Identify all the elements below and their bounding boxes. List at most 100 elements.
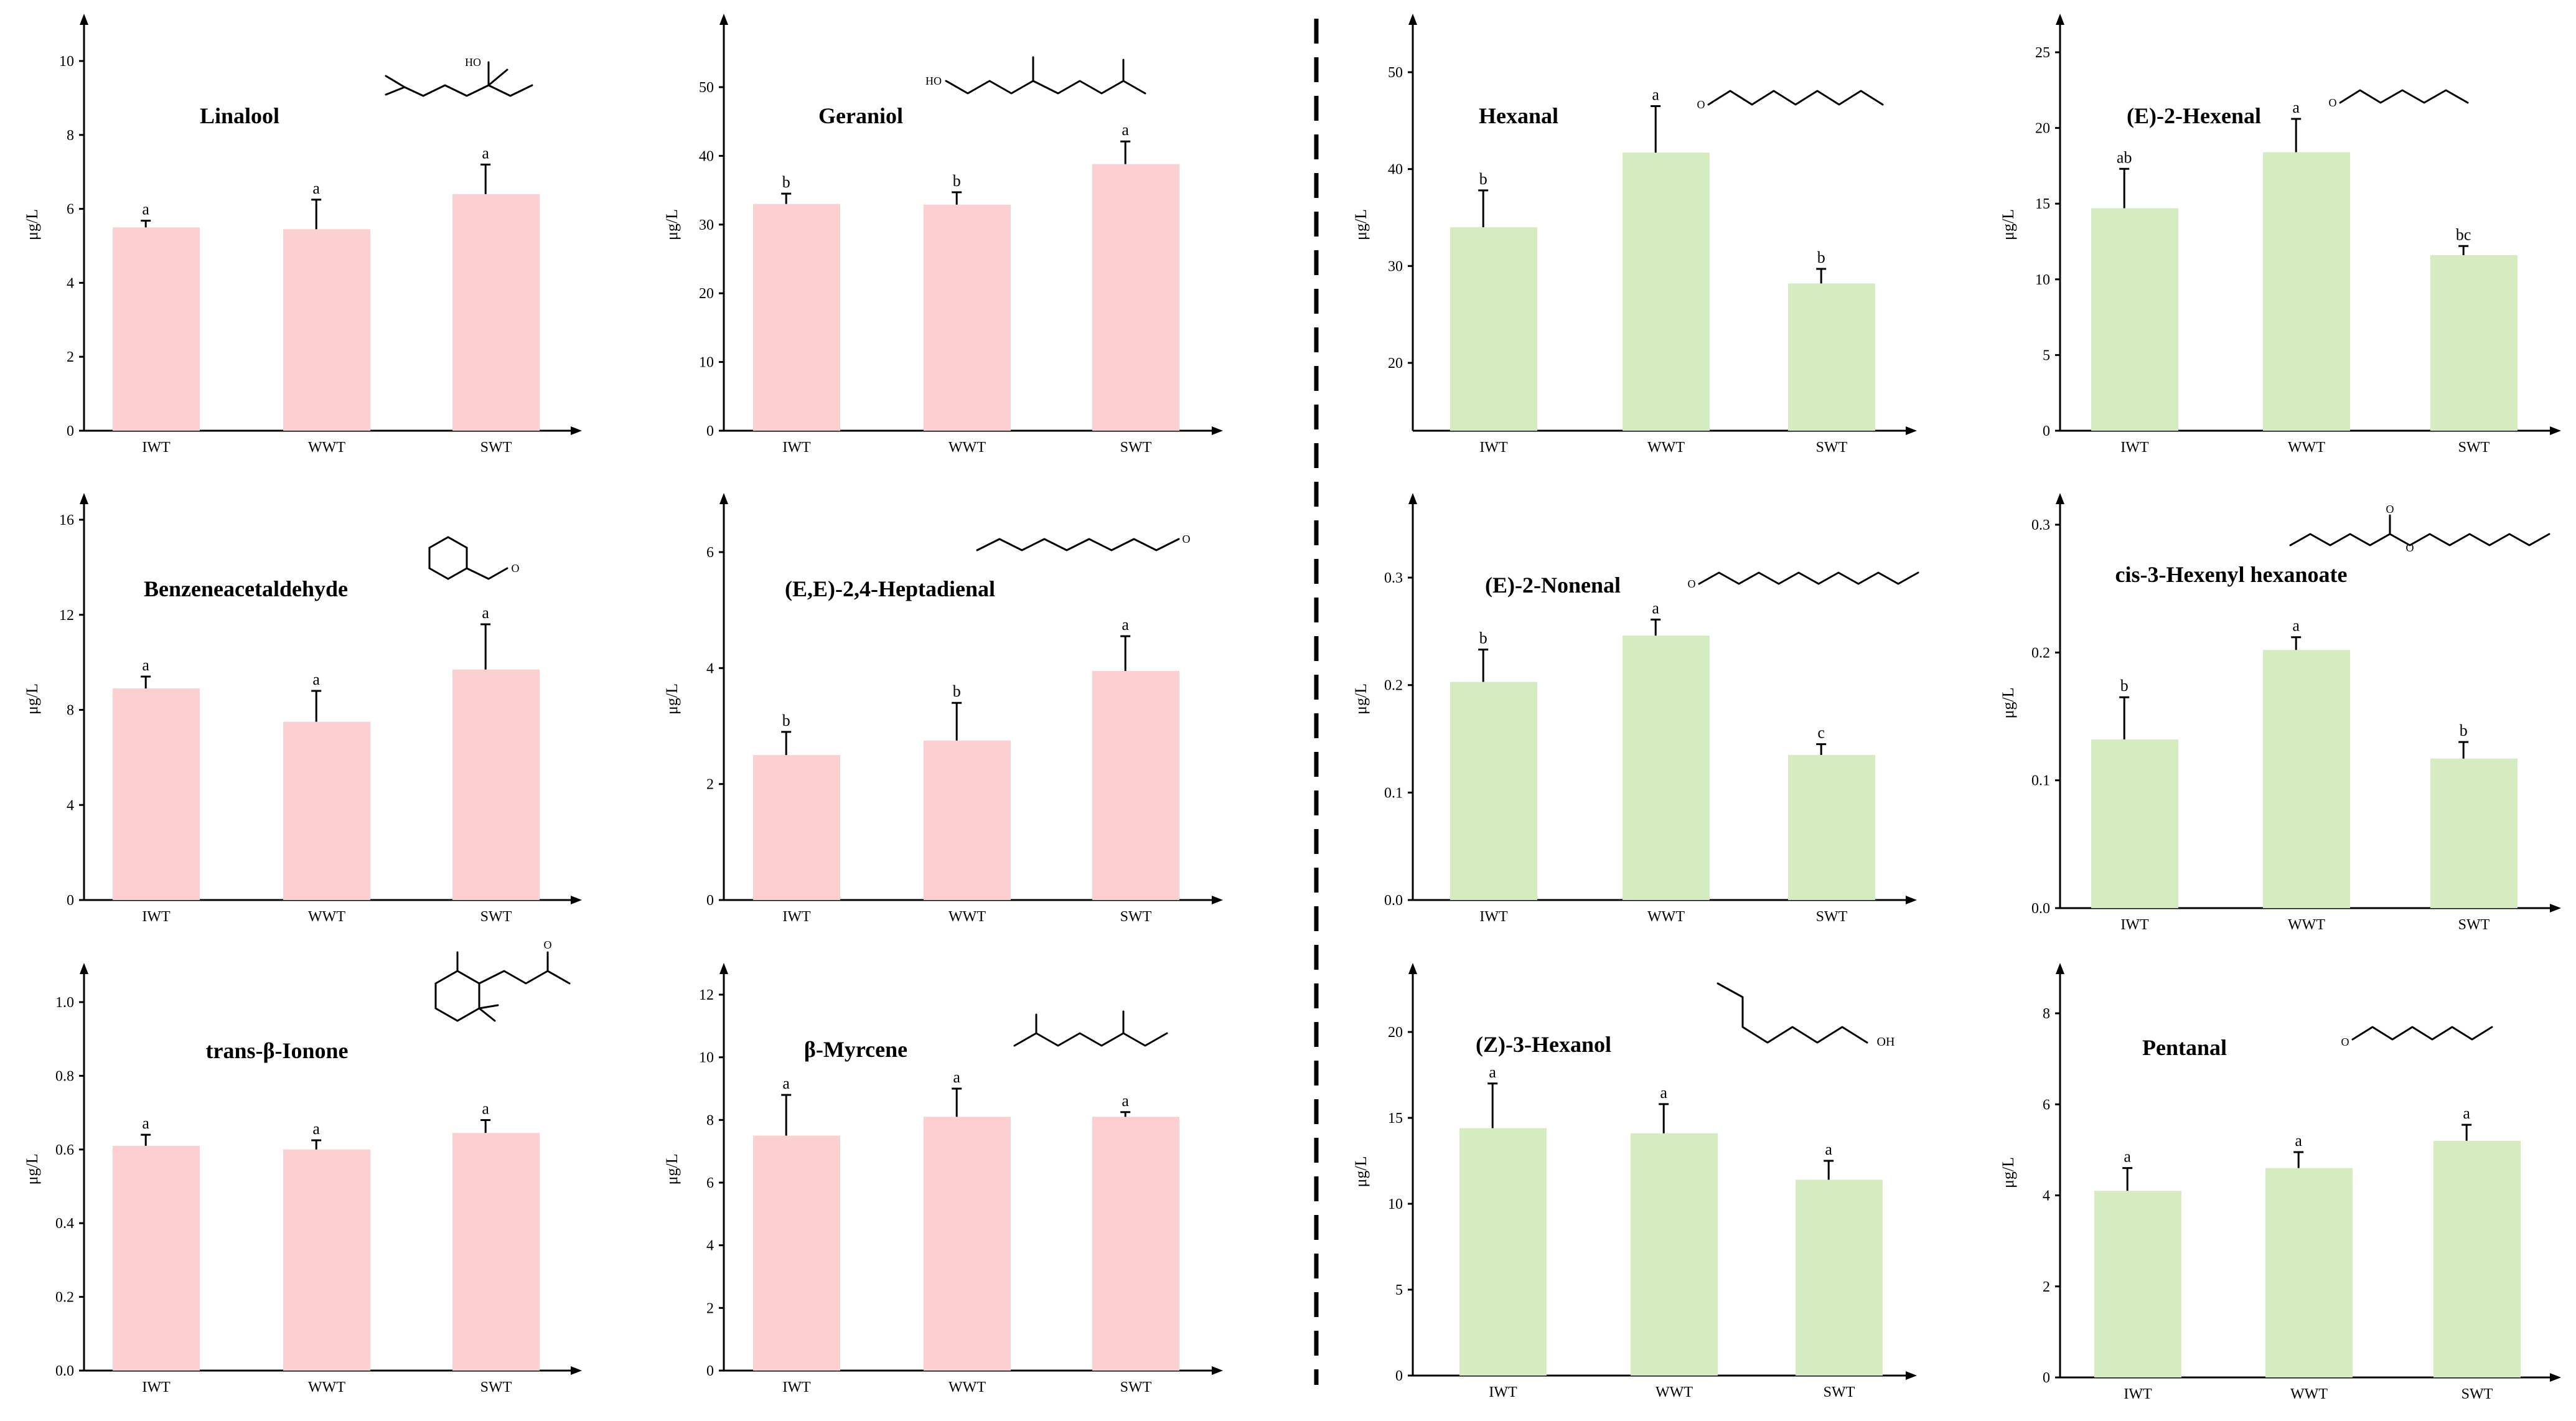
y-axis-label: μg/L xyxy=(1999,687,2017,718)
x-tick-label: IWT xyxy=(2120,917,2149,933)
x-axis-arrow xyxy=(1906,426,1917,435)
e2-nonenal-structure-icon: O xyxy=(1688,571,1919,590)
x-axis-arrow xyxy=(571,896,582,904)
bar xyxy=(2091,208,2178,431)
x-tick-label: IWT xyxy=(1479,909,1508,925)
atom-label: HO xyxy=(465,56,481,68)
y-tick-label: 5 xyxy=(1395,1282,1403,1298)
y-tick-label: 8 xyxy=(2043,1006,2050,1022)
y-axis-arrow xyxy=(719,963,728,974)
atom-label: O xyxy=(1688,578,1696,590)
x-tick-label: SWT xyxy=(1816,909,1848,925)
significance-letter: b xyxy=(782,173,790,191)
significance-letter: a xyxy=(1489,1063,1496,1081)
significance-letter: b xyxy=(782,711,790,729)
significance-letter: a xyxy=(1652,85,1659,103)
x-tick-label: IWT xyxy=(142,1379,171,1395)
chart-title: Hexanal xyxy=(1479,103,1558,128)
significance-letter: b xyxy=(953,172,961,190)
atom-label: O xyxy=(544,939,552,951)
y-tick-label: 8 xyxy=(67,128,74,144)
ring xyxy=(428,536,468,580)
chart-title: (E,E)-2,4-Heptadienal xyxy=(785,576,995,601)
chart-title: Benzeneacetaldehyde xyxy=(144,576,348,601)
bar xyxy=(1623,635,1710,900)
chart-title: (E)-2-Nonenal xyxy=(1485,573,1621,598)
bond xyxy=(478,1004,499,1010)
atom-label: OH xyxy=(1877,1035,1895,1049)
bar xyxy=(2094,1191,2181,1377)
y-tick-label: 0.2 xyxy=(55,1290,74,1306)
significance-letter: bc xyxy=(2456,225,2471,243)
y-tick-label: 25 xyxy=(2035,45,2050,61)
atom-label: O xyxy=(512,562,520,574)
significance-letter: a xyxy=(1825,1140,1832,1158)
y-axis-label: μg/L xyxy=(663,209,681,240)
y-tick-label: 12 xyxy=(699,987,714,1003)
atom-label: O xyxy=(2329,96,2337,109)
y-tick-label: 16 xyxy=(59,512,74,528)
x-tick-label: WWT xyxy=(1656,1384,1693,1400)
x-axis-arrow xyxy=(2550,904,2561,912)
y-axis-label: μg/L xyxy=(23,209,41,240)
bar xyxy=(1450,682,1537,900)
chart-panel: 0 10 20 30 40 50 μg/L b IWT b WWT a SWT Geraniol HO xyxy=(663,14,1223,456)
x-tick-label: WWT xyxy=(1647,909,1685,925)
y-axis-label: μg/L xyxy=(23,683,41,715)
x-axis-arrow xyxy=(1212,426,1223,435)
x-tick-label: SWT xyxy=(1824,1384,1855,1400)
significance-letter: a xyxy=(2124,1148,2131,1166)
significance-letter: c xyxy=(1817,724,1825,742)
y-tick-label: 2 xyxy=(67,349,74,365)
x-axis-arrow xyxy=(2550,1373,2561,1382)
bar xyxy=(452,669,540,900)
y-tick-label: 0 xyxy=(2043,1370,2050,1386)
bar xyxy=(283,229,370,431)
bond xyxy=(1717,982,1868,1044)
y-tick-label: 10 xyxy=(59,54,74,70)
y-tick-label: 10 xyxy=(2035,272,2050,288)
y-axis-arrow xyxy=(1408,493,1417,504)
significance-letter: a xyxy=(1652,599,1659,617)
x-tick-label: IWT xyxy=(142,439,171,456)
y-tick-label: 2 xyxy=(706,777,714,793)
bar xyxy=(1459,1128,1547,1376)
y-axis-label: μg/L xyxy=(1999,209,2017,240)
x-tick-label: IWT xyxy=(782,439,811,456)
bar xyxy=(113,1145,200,1371)
y-tick-label: 0.4 xyxy=(55,1216,74,1232)
chart-title: cis-3-Hexenyl hexanoate xyxy=(2115,562,2348,587)
bar xyxy=(283,721,370,900)
ring xyxy=(434,970,480,1022)
x-tick-label: IWT xyxy=(142,909,171,925)
x-tick-label: SWT xyxy=(1120,1379,1152,1395)
hexanal-structure-icon: O xyxy=(1697,90,1884,111)
significance-letter: a xyxy=(1122,121,1129,139)
chart-title: trans-β-Ionone xyxy=(206,1038,349,1063)
bar xyxy=(1796,1179,1883,1376)
bond xyxy=(976,538,1180,551)
bar xyxy=(1623,152,1710,431)
bond xyxy=(385,75,406,96)
x-tick-label: IWT xyxy=(2120,439,2149,456)
chart-title: β-Myrcene xyxy=(804,1037,907,1062)
y-axis-arrow xyxy=(1408,963,1417,974)
bond xyxy=(546,970,571,985)
y-tick-label: 10 xyxy=(699,1050,714,1066)
bond xyxy=(1035,1032,1168,1047)
y-tick-label: 0 xyxy=(67,893,74,909)
bar xyxy=(1450,227,1537,431)
y-tick-label: 40 xyxy=(699,148,714,164)
y-axis-label: μg/L xyxy=(23,1153,41,1184)
bar xyxy=(2433,1140,2521,1377)
significance-letter: a xyxy=(482,604,489,622)
x-axis-arrow xyxy=(2550,426,2561,435)
x-tick-label: IWT xyxy=(2124,1386,2152,1402)
y-axis-arrow xyxy=(719,14,728,25)
y-axis-arrow xyxy=(2056,493,2064,504)
y-tick-label: 12 xyxy=(59,607,74,624)
bar xyxy=(1092,1117,1179,1371)
y-tick-label: 20 xyxy=(699,286,714,302)
y-axis-arrow xyxy=(2056,14,2064,25)
